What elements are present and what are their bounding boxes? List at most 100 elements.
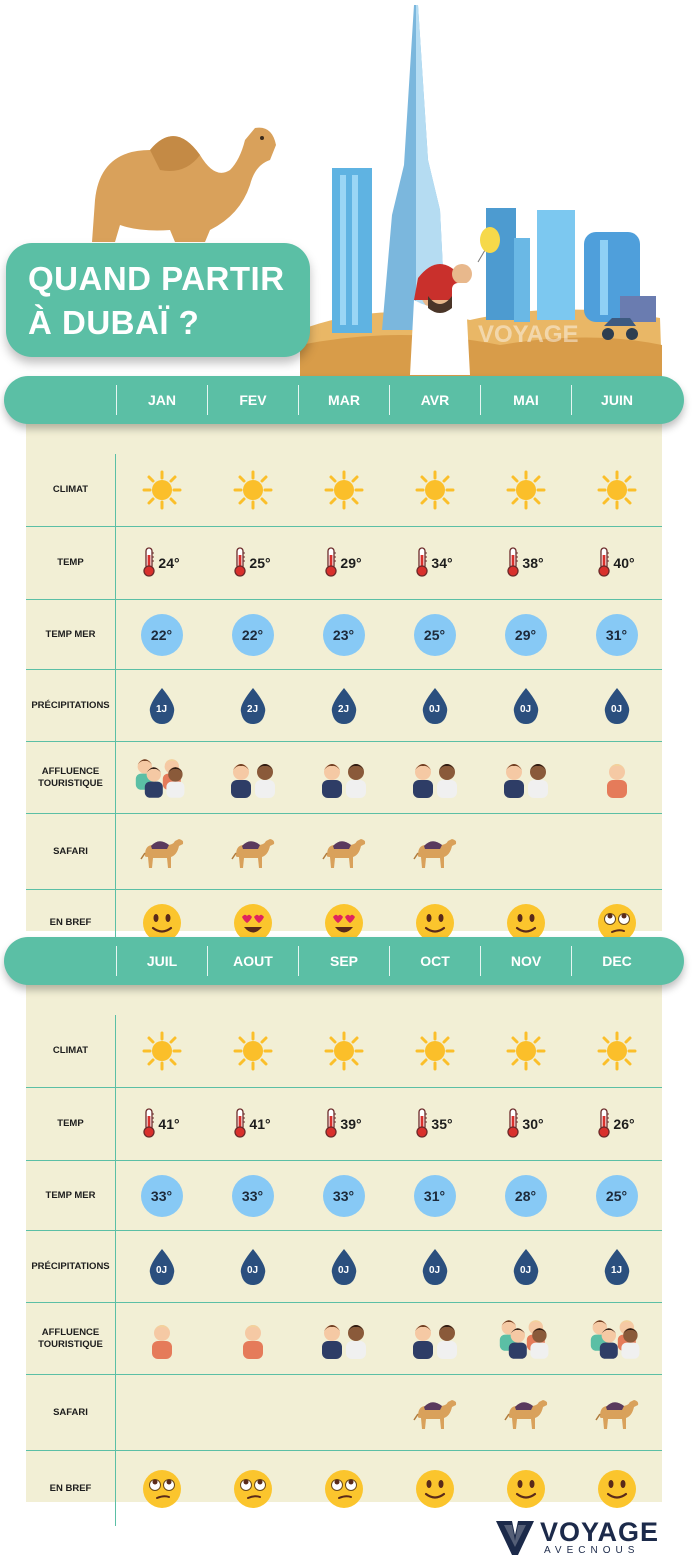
crowd-high-icon [590,1319,639,1359]
smile-emoji-icon [506,1469,545,1508]
mood-cell [389,1451,480,1526]
sea-temp-badge: 31° [413,1174,456,1217]
sea-temp-cell: 31° [571,600,662,669]
precip-value: 1J [610,1264,623,1276]
affluence-cell [298,742,389,813]
precip-cell: 0J [480,670,571,741]
sun-icon [597,470,636,510]
climate-cell [207,454,298,526]
sun-icon [233,1031,272,1071]
mood-cell [571,1451,662,1526]
climate-cell [298,454,389,526]
row-label: AFFLUENCE TOURISTIQUE [26,1303,116,1374]
mood-cell [480,1451,571,1526]
safari-cell [389,1375,480,1450]
sea-temp-cell: 33° [298,1161,389,1230]
mood-cell [298,890,389,955]
sun-icon [506,1031,545,1071]
safari-cell [298,1375,389,1450]
month-label: NOV [480,946,571,976]
header-illustration: VOYAGE QUAND PARTIR À DUBAÏ ? [0,0,700,380]
row-precipitations: PRÉCIPITATIONS 1J 2J 2J 0J 0J 0J [26,669,662,741]
safari-cell [116,1375,207,1450]
climate-cell [480,1015,571,1087]
temp-value: 38° [522,555,544,571]
eye-roll-emoji-icon [142,1469,181,1508]
camel-safari-icon [412,838,456,868]
month-header-bar: JAN FEV MAR AVR MAI JUIN [4,376,684,424]
row-label: TEMP MER [26,600,116,669]
precip-value: 1J [155,703,168,715]
crowd-high-icon [135,758,184,798]
mood-cell [207,1451,298,1526]
mood-cell [298,1451,389,1526]
sea-temp-cell: 22° [116,600,207,669]
temp-value: 35° [431,1116,453,1132]
mood-cell [207,890,298,955]
sun-icon [142,470,181,510]
temp-value: 26° [613,1116,635,1132]
precip-cell: 1J [116,670,207,741]
climate-cell [116,454,207,526]
mood-cell [116,1451,207,1526]
sun-icon [324,1031,363,1071]
dubai-skyline-illustration: VOYAGE [92,5,662,378]
precip-value: 0J [519,1264,532,1276]
row-label: SAFARI [26,1375,116,1450]
sun-icon [415,470,454,510]
thermometer-icon [325,1107,338,1138]
affluence-cell [480,742,571,813]
camel-safari-icon [412,1399,456,1429]
thermometer-icon [325,546,338,577]
precip-cell: 0J [207,1231,298,1302]
climate-cell [571,1015,662,1087]
camel-safari-icon [503,1399,547,1429]
sea-temp-badge: 22° [140,613,183,656]
safari-cell [389,814,480,889]
temp-value: 25° [249,555,271,571]
smile-emoji-icon [415,903,454,942]
temp-cell: 30° [480,1088,571,1160]
mood-cell [480,890,571,955]
calendar-panel: CLIMAT [26,401,662,955]
raindrop-icon [240,1248,265,1285]
mood-cell [571,890,662,955]
voyage-avecnous-logo: VOYAGE AVECNOUS [494,1517,674,1557]
temp-cell: 38° [480,527,571,599]
thermometer-icon [416,546,429,577]
title-line-2: À DUBAÏ ? [28,304,200,341]
thermometer-icon [416,1107,429,1138]
raindrop-icon [240,687,265,724]
climate-cell [480,454,571,526]
precip-cell: 0J [389,670,480,741]
row-label: EN BREF [26,1451,116,1526]
row-safari: SAFARI [26,813,662,889]
sea-temp-badge: 33° [322,1174,365,1217]
row-label-line: AFFLUENCE [41,1326,100,1338]
camel-safari-icon [321,838,365,868]
thermometer-icon [143,546,156,577]
month-label: MAI [480,385,571,415]
safari-cell [480,1375,571,1450]
row-en-bref: EN BREF [26,1450,662,1526]
temp-value: 34° [431,555,453,571]
mood-cell [116,890,207,955]
sea-temp-cell: 31° [389,1161,480,1230]
temp-value: 41° [158,1116,180,1132]
sea-temp-cell: 25° [571,1161,662,1230]
temp-value: 41° [249,1116,271,1132]
sea-temp-cell: 28° [480,1161,571,1230]
safari-cell [480,814,571,889]
sea-temp-cell: 25° [389,600,480,669]
affluence-cell [571,742,662,813]
row-temp: TEMP 41° 41° 39° 35° 30° 26° [26,1087,662,1160]
row-label-line: TOURISTIQUE [38,777,103,789]
precip-value: 0J [155,1264,168,1276]
eye-roll-emoji-icon [597,903,636,942]
sea-temp-badge: 28° [504,1174,547,1217]
raindrop-icon [604,687,629,724]
page-title: QUAND PARTIR À DUBAÏ ? [6,243,310,357]
sea-temp-cell: 22° [207,600,298,669]
safari-cell [298,814,389,889]
title-line-1: QUAND PARTIR [28,260,285,297]
